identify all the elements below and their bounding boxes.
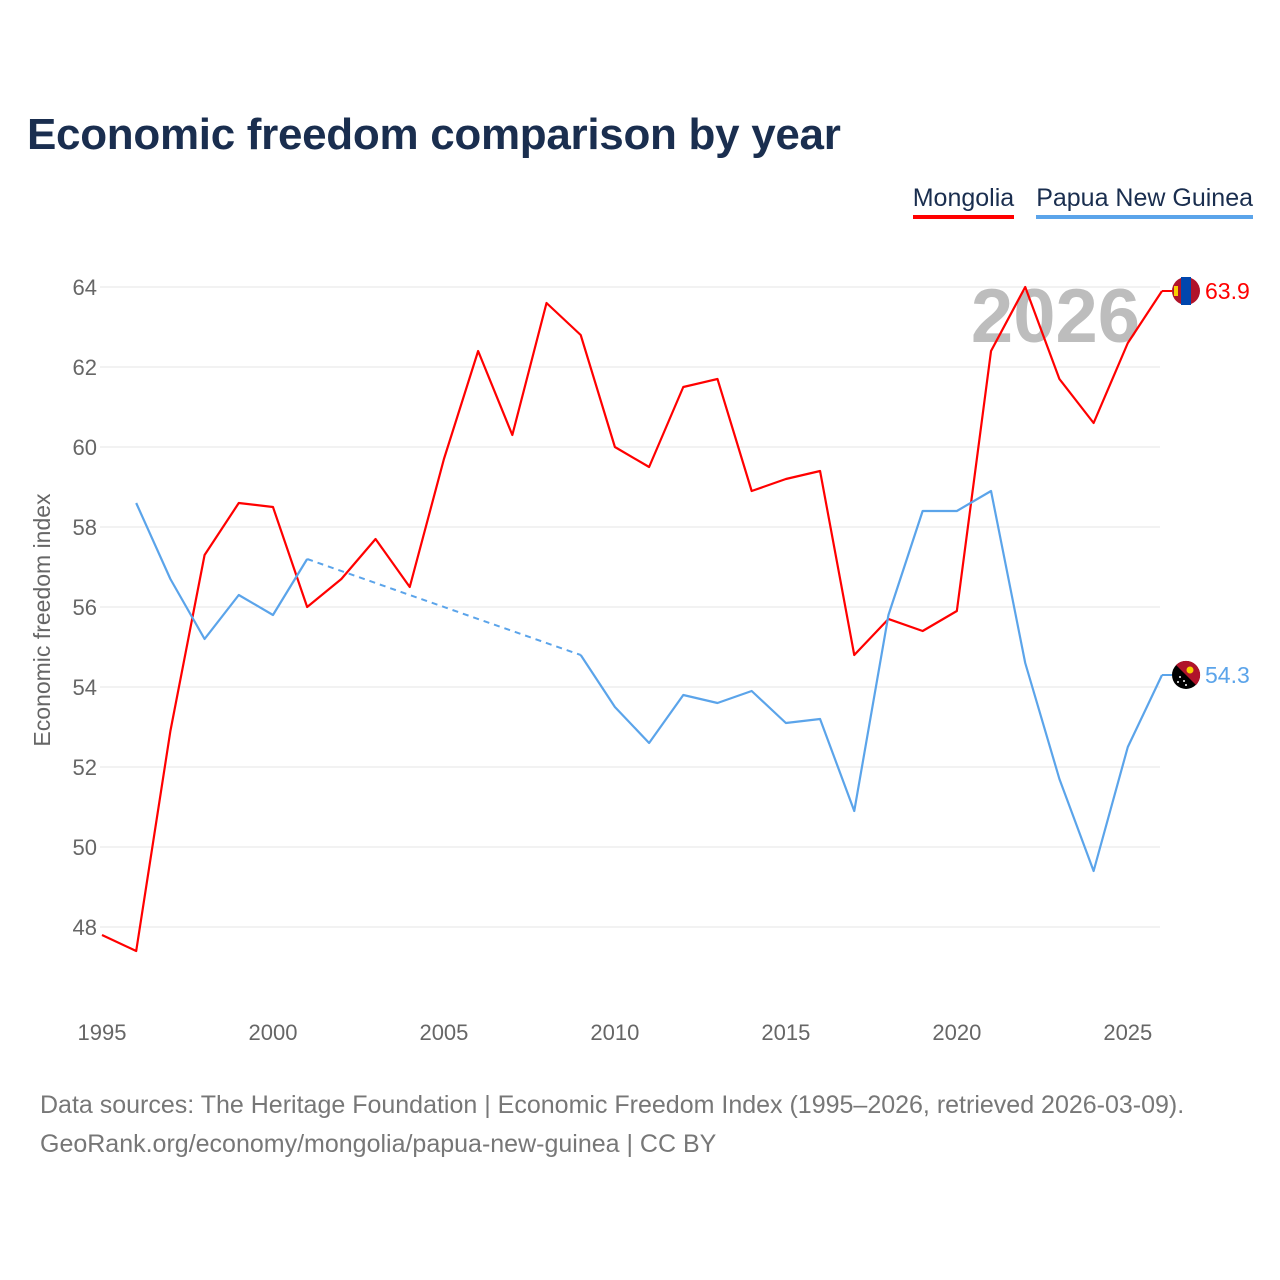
x-tick-label: 2000 (248, 1020, 297, 1045)
series-line-papua-new-guinea (135, 502, 309, 641)
url-line[interactable]: GeoRank.org/economy/mongolia/papua-new-g… (40, 1130, 717, 1158)
source-footer: Data sources: The Heritage Foundation | … (40, 1086, 1184, 1164)
source-line: Data sources: The Heritage Foundation | … (40, 1091, 1185, 1119)
legend: Mongolia Papua New Guinea (912, 184, 1253, 219)
flag-soyombo (1174, 286, 1178, 296)
y-tick-label: 64 (73, 275, 97, 300)
flag-stripe (1181, 277, 1191, 305)
x-tick-label: 1995 (78, 1020, 127, 1045)
series-line-mongolia (101, 285, 1163, 953)
y-tick-label: 54 (73, 675, 97, 700)
end-value-label-mongolia: 63.9 (1205, 278, 1250, 304)
chart-title: Economic freedom comparison by year (27, 110, 841, 159)
papua-new-guinea-flag-icon (1172, 660, 1201, 689)
year-watermark: 2026 (971, 274, 1140, 359)
x-tick-label: 2010 (590, 1020, 639, 1045)
end-value-label-papua-new-guinea: 54.3 (1205, 662, 1250, 688)
flag-red (1176, 660, 1201, 685)
y-axis-label: Economic freedom index (29, 493, 55, 747)
flag-bird (1186, 666, 1194, 674)
y-tick-label: 50 (73, 835, 97, 860)
flag-star (1183, 680, 1185, 682)
series-gap-papua-new-guinea (306, 558, 582, 656)
y-tick-label: 60 (73, 435, 97, 460)
x-tick-label: 2025 (1103, 1020, 1152, 1045)
x-tick-label: 2015 (761, 1020, 810, 1045)
flag-star (1185, 684, 1187, 686)
legend-item-papua-new-guinea[interactable]: Papua New Guinea (1036, 184, 1253, 219)
x-tick-label: 2020 (932, 1020, 981, 1045)
y-tick-label: 48 (73, 915, 97, 940)
series-line-papua-new-guinea (579, 489, 1163, 873)
flag-star (1177, 681, 1179, 683)
y-tick-label: 58 (73, 515, 97, 540)
y-tick-label: 52 (73, 755, 97, 780)
legend-item-mongolia[interactable]: Mongolia (912, 184, 1015, 219)
y-tick-label: 62 (73, 355, 97, 380)
mongolia-flag-icon (1172, 277, 1200, 305)
y-tick-label: 56 (73, 595, 97, 620)
x-tick-label: 2005 (419, 1020, 468, 1045)
flag-star (1179, 676, 1181, 678)
